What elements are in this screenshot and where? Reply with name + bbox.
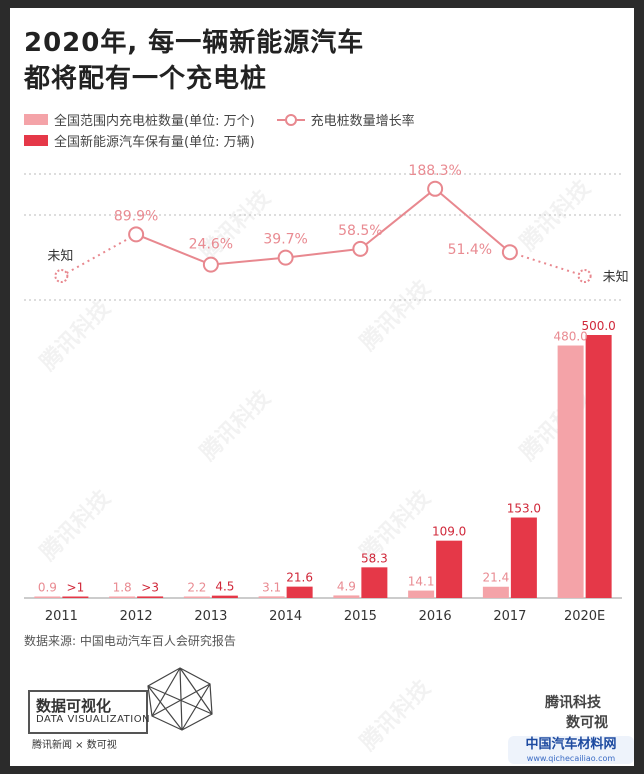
bar-ev xyxy=(286,586,313,598)
growth-line-segment xyxy=(509,251,585,277)
bar-label-ev: 4.5 xyxy=(215,580,234,594)
site-badge: 中国汽车材料网 www.qichecailiao.com xyxy=(508,736,634,764)
growth-label: 未知 xyxy=(47,248,73,264)
bar-chargers xyxy=(34,596,61,598)
growth-label: 51.4% xyxy=(448,242,492,258)
bar-label-chargers: 0.9 xyxy=(38,581,57,595)
legend-label-chargers: 全国范围内充电桩数量(单位: 万个) xyxy=(54,114,255,129)
growth-point xyxy=(427,180,444,197)
growth-point xyxy=(577,269,592,283)
x-tick-label: 2012 xyxy=(120,609,153,624)
legend-swatch-ev xyxy=(24,135,48,146)
site-url: www.qichecailiao.com xyxy=(526,754,616,763)
site-name: 中国汽车材料网 xyxy=(525,737,617,752)
logo-title: 数据可视化 xyxy=(36,697,112,715)
bar-chargers xyxy=(482,586,509,598)
brand-tencent-tech: 腾讯科技 xyxy=(545,695,601,711)
growth-point xyxy=(128,226,145,243)
growth-point xyxy=(202,256,219,273)
growth-line-segment xyxy=(285,247,361,259)
bar-chargers xyxy=(408,590,435,598)
title-line-2: 都将配有一个充电桩 xyxy=(24,64,268,94)
source-note: 数据来源: 中国电动汽车百人会研究报告 xyxy=(24,634,236,648)
legend-swatch-chargers xyxy=(24,114,48,125)
growth-line-segment xyxy=(434,188,511,253)
bar-ev xyxy=(361,567,388,598)
x-tick-label: 2013 xyxy=(194,609,227,624)
legend-label-growth: 充电桩数量增长率 xyxy=(310,114,415,129)
bar-label-ev: 58.3 xyxy=(361,551,388,565)
growth-label: 39.7% xyxy=(263,232,307,248)
bar-label-chargers: 3.1 xyxy=(262,580,281,594)
growth-line-segment xyxy=(60,233,137,277)
bar-label-chargers: 14.1 xyxy=(408,575,435,589)
x-tick-label: 2017 xyxy=(493,609,526,624)
growth-point xyxy=(501,244,518,261)
growth-point xyxy=(352,240,369,257)
bar-chargers xyxy=(333,595,360,598)
bar-label-ev: 21.6 xyxy=(286,571,313,585)
bar-label-ev: 153.0 xyxy=(507,502,541,516)
bar-chargers xyxy=(183,596,210,598)
bar-ev xyxy=(62,596,89,598)
polyhedron-icon xyxy=(147,667,213,731)
bar-label-ev: >3 xyxy=(141,580,159,594)
bar-label-chargers: 480.0 xyxy=(553,330,587,344)
bar-label-chargers: 2.2 xyxy=(187,581,206,595)
bar-label-ev: 500.0 xyxy=(581,319,615,333)
legend-row-1: 全国范围内充电桩数量(单位: 万个) 充电桩数量增长率 xyxy=(24,110,415,129)
bar-ev xyxy=(510,517,537,598)
bar-chargers xyxy=(258,596,285,598)
chart-svg: 0.9 >1 2011 1.8 >3 2012 2.2 4.5 2013 3.1 21.6 2014 4… xyxy=(24,163,629,624)
growth-line-segment xyxy=(210,256,286,266)
growth-point xyxy=(277,249,294,266)
brand-shukeshi: 数可视 xyxy=(566,715,608,731)
growth-label: 89.9% xyxy=(114,208,158,224)
title-line-1: 2020年, 每一辆新能源汽车 xyxy=(24,28,365,58)
bar-label-chargers: 21.4 xyxy=(483,571,510,585)
bar-ev xyxy=(137,596,164,598)
logo-subtitle: DATA VISUALIZATION xyxy=(36,714,151,725)
legend-row-2: 全国新能源汽车保有量(单位: 万辆) xyxy=(24,131,255,150)
logo-footer: 腾讯新闻 × 数可视 xyxy=(32,740,117,751)
legend-growth-marker xyxy=(276,113,311,126)
x-tick-label: 2014 xyxy=(269,609,302,624)
growth-label: 未知 xyxy=(603,269,629,285)
bar-label-ev: >1 xyxy=(67,581,85,595)
x-tick-label: 2020E xyxy=(564,609,605,624)
watermark: 腾讯科技 xyxy=(355,675,436,756)
bar-ev xyxy=(585,335,612,598)
bar-label-chargers: 1.8 xyxy=(113,581,132,595)
infographic-card: 2020年, 每一辆新能源汽车 都将配有一个充电桩 全国范围内充电桩数量(单位:… xyxy=(10,8,634,766)
legend-label-ev: 全国新能源汽车保有量(单位: 万辆) xyxy=(54,135,255,150)
x-tick-label: 2011 xyxy=(45,609,78,624)
x-tick-label: 2015 xyxy=(344,609,377,624)
growth-label: 24.6% xyxy=(189,237,233,253)
bar-ev xyxy=(436,540,463,598)
growth-line-segment xyxy=(359,188,436,250)
bar-label-ev: 109.0 xyxy=(432,525,466,539)
bar-label-chargers: 4.9 xyxy=(337,579,356,593)
growth-point xyxy=(54,269,69,283)
bar-ev xyxy=(211,595,238,598)
bar-chargers xyxy=(557,345,584,598)
growth-label: 58.5% xyxy=(338,223,382,239)
x-tick-label: 2016 xyxy=(419,609,452,624)
data-visualization-logo: 数据可视化 xyxy=(28,690,148,734)
growth-line-segment xyxy=(135,233,212,266)
growth-label: 188.3% xyxy=(408,163,461,179)
bar-chargers xyxy=(109,596,136,598)
